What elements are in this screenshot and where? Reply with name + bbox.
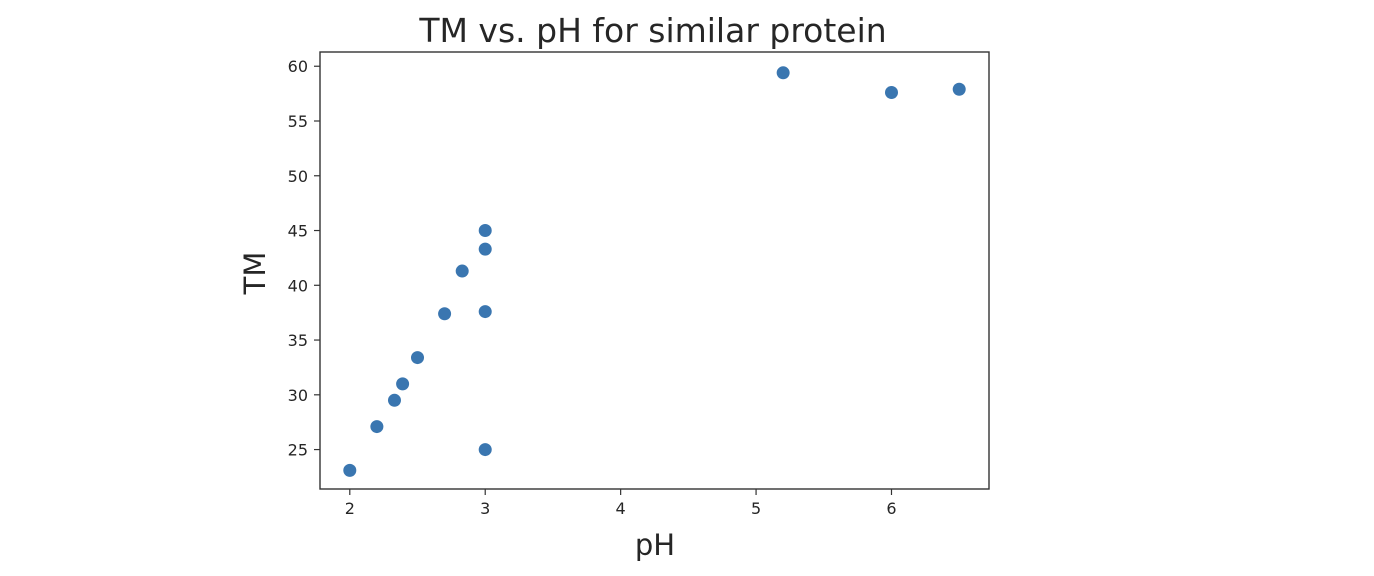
y-tick-label: 40 — [288, 276, 308, 295]
data-points — [343, 66, 966, 477]
y-tick-label: 35 — [288, 331, 308, 350]
x-tick-label: 4 — [616, 499, 626, 518]
chart-title: TM vs. pH for similar protein — [418, 11, 886, 50]
y-tick-label: 45 — [288, 222, 308, 241]
data-point — [370, 420, 384, 434]
data-point — [884, 86, 898, 100]
data-point — [343, 463, 357, 477]
data-point — [438, 307, 452, 321]
y-axis-ticks: 25 30 35 40 45 50 55 60 — [288, 57, 320, 460]
x-axis-ticks: 2 3 4 5 6 — [345, 489, 897, 518]
data-point — [478, 305, 492, 319]
data-point — [478, 224, 492, 238]
data-point — [478, 443, 492, 457]
plot-frame — [319, 51, 990, 490]
x-axis-label: pH — [635, 528, 675, 562]
y-tick-label: 30 — [288, 386, 308, 405]
data-point — [387, 393, 401, 407]
x-tick-label: 2 — [345, 499, 355, 518]
y-tick-label: 25 — [288, 441, 308, 460]
x-tick-label: 3 — [480, 499, 490, 518]
data-point — [455, 264, 469, 278]
data-point — [952, 82, 966, 96]
data-point — [396, 377, 410, 391]
data-point — [411, 351, 425, 365]
y-tick-label: 60 — [288, 57, 308, 76]
y-axis-label: TM — [238, 252, 272, 296]
y-tick-label: 55 — [288, 112, 308, 131]
data-point — [776, 66, 790, 80]
x-tick-label: 6 — [886, 499, 896, 518]
y-tick-label: 50 — [288, 167, 308, 186]
data-point — [478, 242, 492, 256]
x-tick-label: 5 — [751, 499, 761, 518]
